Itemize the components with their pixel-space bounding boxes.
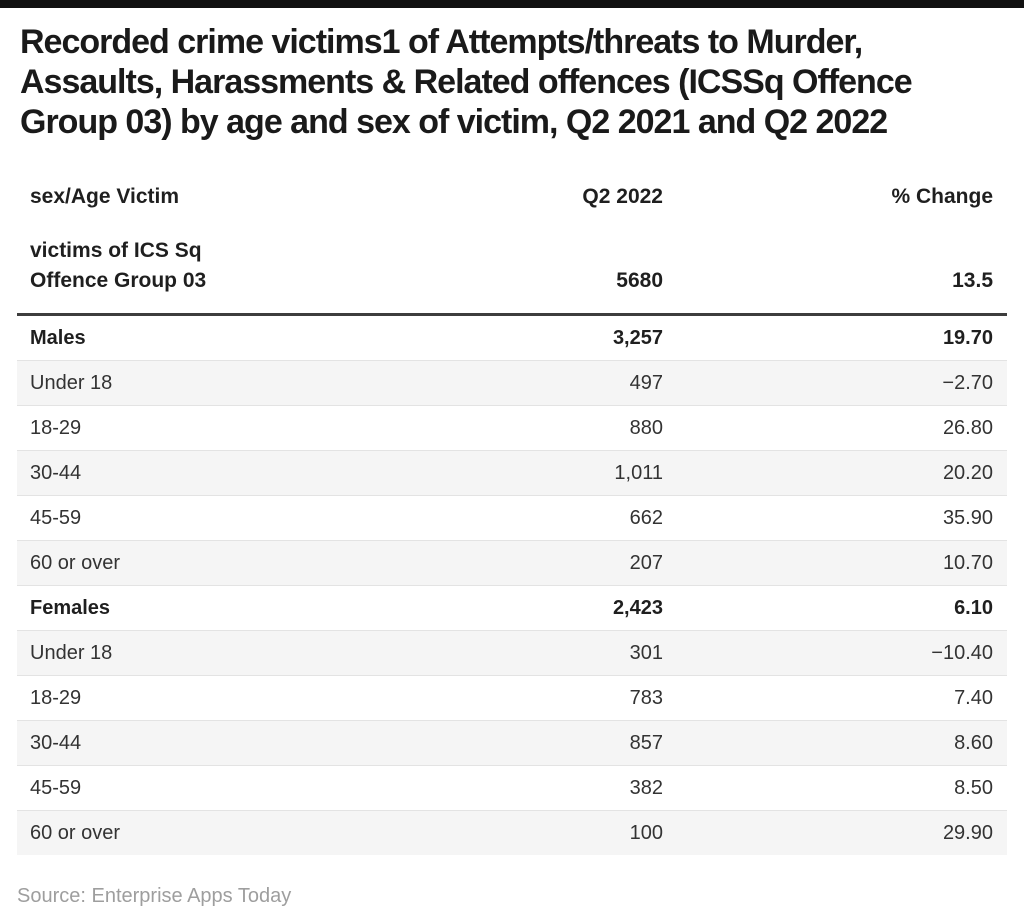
- column-header-q2-2022: Q2 2022: [582, 185, 663, 208]
- column-header-pct-change: % Change: [891, 185, 993, 208]
- row-value-pct-change: −2.70: [942, 371, 993, 394]
- page-title-line-2: Assaults, Harassments & Related offences…: [20, 63, 913, 101]
- row-value-pct-change: 19.70: [942, 326, 993, 349]
- row-value-q2: 857: [629, 731, 663, 754]
- row-value-q2: 3,257: [612, 326, 663, 349]
- subheader-label: victims of ICS Sq Offence Group 03: [30, 236, 393, 296]
- table-row: 18-29 880 26.80: [17, 406, 1007, 451]
- subheader-row-total: victims of ICS Sq Offence Group 03 5680 …: [17, 212, 1007, 296]
- row-label: Females: [30, 596, 111, 619]
- table-row: 60 or over 100 29.90: [17, 811, 1007, 855]
- row-value-pct-change: 10.70: [942, 551, 993, 574]
- table-row-males: Males 3,257 19.70: [17, 316, 1007, 361]
- subheader-q2-value: 5680: [616, 269, 663, 292]
- row-value-q2: 1,011: [614, 461, 663, 484]
- row-value-q2: 382: [629, 776, 663, 799]
- row-value-pct-change: 20.20: [942, 461, 993, 484]
- column-header-row: sex/Age Victim Q2 2022 % Change: [17, 142, 1007, 212]
- page-title-line-1: Recorded crime victims1 of Attempts/thre…: [20, 23, 863, 61]
- row-value-q2: 662: [629, 506, 663, 529]
- page-title-line-3: Group 03) by age and sex of victim, Q2 2…: [20, 103, 888, 141]
- subheader-label-line-1: victims of ICS Sq: [30, 239, 202, 262]
- row-value-q2: 497: [629, 371, 663, 394]
- top-border-bar: [0, 0, 1024, 8]
- table-row: 60 or over 207 10.70: [17, 541, 1007, 586]
- table-row-females: Females 2,423 6.10: [17, 586, 1007, 631]
- table-row: 30-44 857 8.60: [17, 721, 1007, 766]
- column-header-sex-age-victim: sex/Age Victim: [30, 185, 180, 208]
- table-row: 30-44 1,011 20.20: [17, 451, 1007, 496]
- table-row: 45-59 662 35.90: [17, 496, 1007, 541]
- row-value-q2: 880: [629, 416, 663, 439]
- table-row: 45-59 382 8.50: [17, 766, 1007, 811]
- table-body: Males 3,257 19.70 Under 18 497 −2.70 18-…: [17, 316, 1007, 855]
- row-label: Males: [30, 326, 86, 349]
- row-value-pct-change: 29.90: [942, 821, 993, 844]
- source-attribution: Source: Enterprise Apps Today: [17, 885, 292, 907]
- row-value-q2: 207: [629, 551, 663, 574]
- page-title: Recorded crime victims1 of Attempts/thre…: [20, 22, 1004, 142]
- row-label: 45-59: [30, 506, 82, 529]
- crime-victims-table: sex/Age Victim Q2 2022 % Change victims …: [17, 142, 1007, 855]
- row-value-q2: 301: [629, 641, 663, 664]
- row-label: 60 or over: [30, 551, 121, 574]
- row-label: Under 18: [30, 641, 113, 664]
- row-label: 30-44: [30, 731, 82, 754]
- row-value-q2: 2,423: [612, 596, 663, 619]
- row-value-pct-change: 7.40: [954, 686, 993, 709]
- row-label: 60 or over: [30, 821, 121, 844]
- row-value-pct-change: 6.10: [954, 596, 993, 619]
- row-value-pct-change: 26.80: [942, 416, 993, 439]
- row-value-pct-change: 35.90: [942, 506, 993, 529]
- table-header: sex/Age Victim Q2 2022 % Change victims …: [17, 142, 1007, 316]
- row-value-pct-change: 8.60: [954, 731, 993, 754]
- row-label: 30-44: [30, 461, 82, 484]
- table-row: Under 18 301 −10.40: [17, 631, 1007, 676]
- row-value-pct-change: 8.50: [954, 776, 993, 799]
- row-value-pct-change: −10.40: [931, 641, 993, 664]
- row-value-q2: 100: [629, 821, 663, 844]
- row-value-q2: 783: [629, 686, 663, 709]
- row-label: 45-59: [30, 776, 82, 799]
- subheader-label-line-2: Offence Group 03: [30, 269, 207, 292]
- table-row: 18-29 783 7.40: [17, 676, 1007, 721]
- row-label: 18-29: [30, 416, 82, 439]
- row-label: 18-29: [30, 686, 82, 709]
- subheader-pct-value: 13.5: [952, 269, 993, 292]
- row-label: Under 18: [30, 371, 113, 394]
- table-row: Under 18 497 −2.70: [17, 361, 1007, 406]
